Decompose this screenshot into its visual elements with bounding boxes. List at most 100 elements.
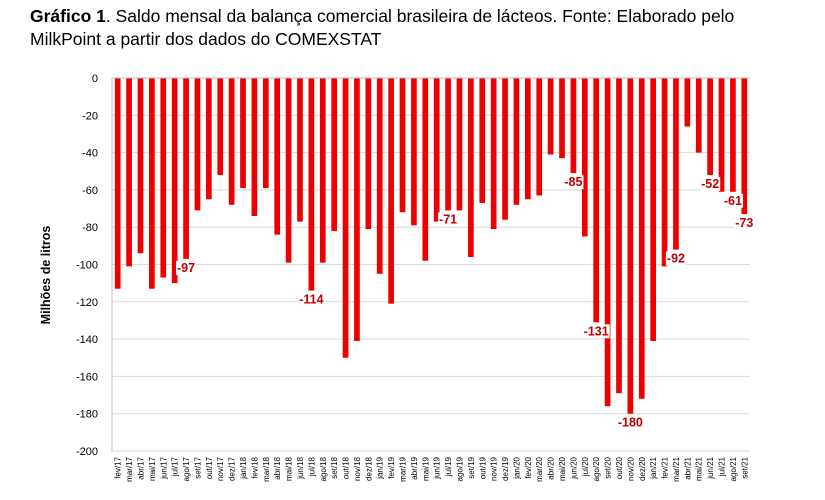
data-labels: -97 -114 -71 -85 -131 -180 -92 -52 -61 -73	[176, 175, 755, 430]
bar	[627, 78, 634, 414]
x-tick-label: set/19	[467, 456, 476, 478]
x-tick-label: fev/21	[661, 456, 670, 478]
bar	[684, 78, 691, 127]
x-tick-label: mar/20	[535, 456, 544, 481]
bar	[274, 78, 281, 235]
bar	[217, 78, 224, 175]
x-tick-label: mar/21	[672, 456, 681, 481]
x-tick-label: ago/18	[319, 456, 328, 481]
y-tick-label: -200	[76, 446, 98, 458]
y-tick-label: -160	[76, 371, 98, 383]
x-tick-label: ago/19	[455, 456, 464, 481]
x-tick-label: jan/18	[239, 456, 248, 479]
x-tick-label: jan/21	[649, 456, 658, 479]
data-label-background	[438, 212, 459, 227]
y-tick-label: -120	[76, 297, 98, 309]
bar	[570, 78, 577, 174]
data-label: -97	[177, 261, 195, 275]
data-label-background	[616, 415, 644, 430]
bar	[604, 78, 611, 407]
bar	[365, 78, 372, 230]
x-tick-label: mar/18	[262, 456, 271, 481]
data-label: -61	[724, 194, 742, 208]
bar	[695, 78, 702, 153]
x-tick-label: fev/18	[250, 456, 259, 478]
bar	[240, 78, 246, 189]
bars	[114, 78, 748, 414]
data-label-background	[298, 292, 325, 307]
bar	[433, 78, 440, 222]
x-tick-label: dez/20	[638, 456, 647, 481]
x-tick-label: jun/18	[296, 456, 305, 479]
figure-caption: Gráfico 1. Saldo mensal da balança comer…	[30, 5, 810, 51]
bar	[456, 78, 463, 211]
bar	[559, 78, 565, 159]
bar	[228, 78, 235, 205]
bar	[126, 78, 132, 267]
bar	[536, 78, 543, 196]
x-tick-label: mai/18	[285, 456, 294, 481]
bar	[411, 78, 417, 226]
x-tick-label: abr/18	[273, 456, 282, 479]
bar	[285, 78, 292, 263]
x-tick-label: nov/18	[353, 456, 362, 481]
x-tick-label: fev/19	[387, 456, 396, 478]
x-tick-label: nov/20	[626, 456, 635, 481]
bar	[661, 78, 668, 267]
bar	[707, 78, 713, 175]
x-tick-label: set/17	[193, 456, 202, 478]
bar	[160, 78, 167, 278]
y-tick-label: -100	[76, 260, 98, 272]
y-tick-label: -60	[82, 185, 98, 197]
y-tick-label: -140	[76, 334, 98, 346]
y-tick-label: -180	[76, 409, 98, 421]
x-tick-label: jul/20	[581, 456, 590, 477]
x-tick-label: set/21	[740, 456, 749, 478]
x-tick-label: ago/20	[592, 456, 601, 481]
bar	[331, 78, 338, 231]
data-label-background	[722, 193, 743, 208]
bar	[262, 78, 269, 189]
bar	[137, 78, 144, 254]
x-tick-label: out/19	[478, 456, 487, 479]
x-tick-label: dez/18	[364, 456, 373, 481]
data-label-background	[582, 324, 610, 339]
bar	[205, 78, 212, 200]
y-tick-label: -20	[82, 110, 98, 122]
bar	[319, 78, 326, 263]
x-tick-label: ago/17	[182, 456, 191, 481]
x-tick-label: ago/21	[729, 456, 738, 481]
x-tick-label: fev/17	[114, 456, 123, 478]
x-tick-label: jan/20	[512, 456, 521, 479]
x-tick-label: mai/21	[695, 456, 704, 481]
bar	[183, 78, 189, 259]
x-tick-label: mai/20	[558, 456, 567, 481]
bar	[513, 78, 520, 205]
data-label: -180	[618, 416, 643, 430]
x-tick-label: set/18	[330, 456, 339, 478]
bar	[376, 78, 383, 274]
data-label: -85	[564, 175, 582, 189]
bar	[308, 78, 315, 291]
x-tick-label: set/20	[604, 456, 613, 478]
x-tick-label: out/17	[205, 456, 214, 479]
data-label: -131	[584, 324, 609, 338]
y-tick-label: 0	[92, 73, 98, 85]
data-label: -92	[667, 252, 685, 266]
bar	[194, 78, 201, 211]
x-tick-label: dez/19	[501, 456, 510, 481]
x-tick-label: mai/17	[148, 456, 157, 481]
bar	[547, 78, 554, 155]
y-tick-label: -40	[82, 148, 98, 160]
x-tick-label: abr/21	[683, 456, 692, 479]
axes: 0 -20 -40 -60 -80 -100 -120 -140 -160 -180 -200 fev…	[76, 73, 750, 482]
x-tick-label: mar/17	[125, 456, 134, 481]
bar	[342, 78, 349, 358]
x-tick-label: jun/20	[569, 456, 578, 479]
x-tick-label: nov/17	[216, 456, 225, 481]
y-tick-label: -80	[82, 222, 98, 234]
bar	[616, 78, 622, 394]
x-tick-label: jul/17	[171, 456, 180, 477]
bar	[490, 78, 497, 230]
data-label-background	[700, 176, 721, 191]
